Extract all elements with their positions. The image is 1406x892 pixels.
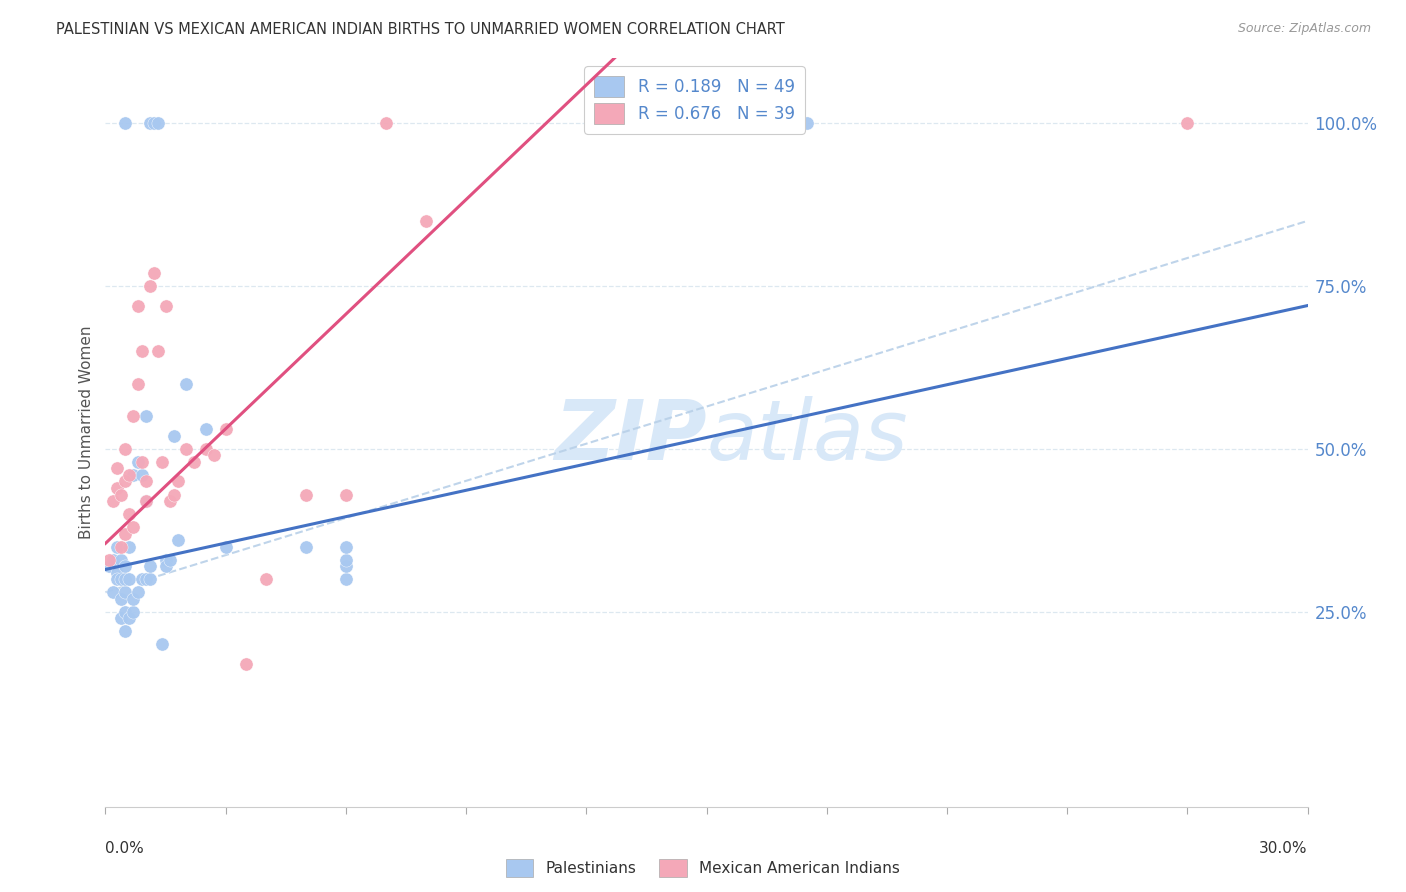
Point <box>1177 116 1199 130</box>
Point <box>335 540 357 554</box>
Point <box>155 559 177 574</box>
Point <box>415 214 437 228</box>
Point <box>107 566 129 580</box>
Point <box>159 494 181 508</box>
Point <box>335 559 357 574</box>
Point <box>114 585 136 599</box>
Point <box>110 572 132 586</box>
Point <box>138 279 160 293</box>
Point <box>202 449 225 463</box>
Point <box>114 442 136 456</box>
Point <box>335 552 357 566</box>
Y-axis label: Births to Unmarried Women: Births to Unmarried Women <box>79 326 94 540</box>
Text: ZIP: ZIP <box>554 396 707 477</box>
Point <box>110 591 132 606</box>
Point <box>107 461 129 475</box>
Point <box>110 552 132 566</box>
Point <box>114 572 136 586</box>
Point <box>122 605 145 619</box>
Point <box>162 429 184 443</box>
Point <box>194 442 217 456</box>
Point <box>135 572 157 586</box>
Point <box>103 585 125 599</box>
Point <box>114 559 136 574</box>
Point <box>122 467 145 482</box>
Point <box>150 637 173 651</box>
Point <box>118 467 141 482</box>
Text: 0.0%: 0.0% <box>105 841 145 856</box>
Point <box>135 409 157 424</box>
Point <box>166 475 188 489</box>
Point <box>114 116 136 130</box>
Point <box>118 611 141 625</box>
Point <box>135 475 157 489</box>
Point <box>155 299 177 313</box>
Point <box>138 572 160 586</box>
Point <box>131 572 153 586</box>
Point <box>214 422 236 436</box>
Point <box>110 487 132 501</box>
Point <box>135 494 157 508</box>
Point <box>146 116 169 130</box>
Point <box>174 376 197 391</box>
Point <box>114 624 136 639</box>
Point <box>150 455 173 469</box>
Point <box>295 540 318 554</box>
Point <box>162 487 184 501</box>
Point <box>183 455 205 469</box>
Point <box>335 487 357 501</box>
Point <box>174 442 197 456</box>
Point <box>127 299 149 313</box>
Point <box>146 344 169 359</box>
Text: 30.0%: 30.0% <box>1260 841 1308 856</box>
Point <box>235 657 257 671</box>
Point <box>142 116 165 130</box>
Point <box>103 552 125 566</box>
Point <box>796 116 818 130</box>
Point <box>295 487 318 501</box>
Legend: Palestinians, Mexican American Indians: Palestinians, Mexican American Indians <box>498 852 908 884</box>
Point <box>118 540 141 554</box>
Text: atlas: atlas <box>707 396 908 477</box>
Point <box>103 494 125 508</box>
Point <box>135 494 157 508</box>
Point <box>127 585 149 599</box>
Point <box>118 572 141 586</box>
Point <box>118 507 141 521</box>
Point <box>166 533 188 548</box>
Point <box>114 526 136 541</box>
Point <box>374 116 398 130</box>
Point <box>155 552 177 566</box>
Point <box>110 540 132 554</box>
Point <box>131 467 153 482</box>
Point <box>107 572 129 586</box>
Point <box>194 422 217 436</box>
Point <box>114 605 136 619</box>
Point <box>214 540 236 554</box>
Point <box>98 559 121 574</box>
Point <box>127 455 149 469</box>
Point <box>131 455 153 469</box>
Point <box>122 409 145 424</box>
Point <box>131 344 153 359</box>
Point <box>335 572 357 586</box>
Point <box>159 552 181 566</box>
Point <box>98 552 121 566</box>
Point <box>122 591 145 606</box>
Point <box>114 475 136 489</box>
Point <box>142 266 165 280</box>
Point <box>122 520 145 534</box>
Point <box>110 611 132 625</box>
Point <box>127 376 149 391</box>
Point <box>138 559 160 574</box>
Point <box>138 116 160 130</box>
Point <box>254 572 277 586</box>
Text: PALESTINIAN VS MEXICAN AMERICAN INDIAN BIRTHS TO UNMARRIED WOMEN CORRELATION CHA: PALESTINIAN VS MEXICAN AMERICAN INDIAN B… <box>56 22 785 37</box>
Legend: R = 0.189   N = 49, R = 0.676   N = 39: R = 0.189 N = 49, R = 0.676 N = 39 <box>585 66 804 134</box>
Point <box>107 540 129 554</box>
Point <box>107 481 129 495</box>
Text: Source: ZipAtlas.com: Source: ZipAtlas.com <box>1237 22 1371 36</box>
